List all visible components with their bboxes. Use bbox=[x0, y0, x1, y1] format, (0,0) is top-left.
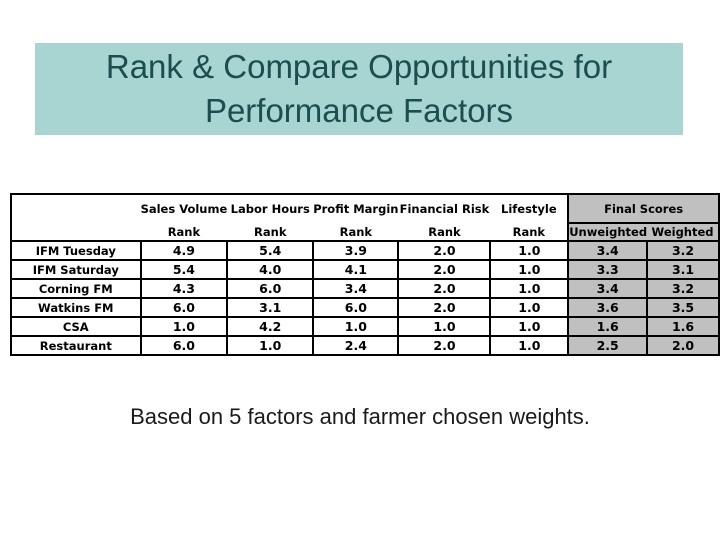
table-row: Watkins FM 6.0 3.1 6.0 2.0 1.0 3.6 3.5 bbox=[10, 297, 720, 318]
row-label: CSA bbox=[10, 316, 142, 337]
factor-header-cell: Lifestyle bbox=[501, 202, 557, 216]
rank-cell: 2.0 bbox=[397, 278, 492, 299]
weighted-score-cell: 3.1 bbox=[646, 259, 720, 280]
rank-cell: 1.0 bbox=[489, 240, 570, 261]
rank-cell: 5.4 bbox=[226, 240, 315, 261]
title-line-1: Rank & Compare Opportunities for bbox=[105, 48, 613, 85]
rank-header-cell: Rank bbox=[428, 224, 461, 239]
rank-cell: 6.0 bbox=[139, 335, 229, 356]
rank-cell: 2.4 bbox=[312, 335, 400, 356]
rank-cell: 3.1 bbox=[226, 297, 315, 318]
weighted-score-cell: 3.2 bbox=[646, 240, 720, 261]
row-label: Restaurant bbox=[10, 335, 142, 356]
rank-cell: 1.0 bbox=[226, 335, 315, 356]
rank-cell: 6.0 bbox=[226, 278, 315, 299]
table-row: IFM Tuesday 4.9 5.4 3.9 2.0 1.0 3.4 3.2 bbox=[10, 240, 720, 261]
unweighted-header-cell: Unweighted bbox=[567, 223, 648, 241]
rank-cell: 2.0 bbox=[397, 297, 492, 318]
row-label: IFM Saturday bbox=[10, 259, 142, 280]
table-row: CSA 1.0 4.2 1.0 1.0 1.0 1.6 1.6 bbox=[10, 316, 720, 337]
slide-title: Rank & Compare Opportunities for Perform… bbox=[35, 43, 683, 135]
rank-cell: 2.0 bbox=[397, 259, 492, 280]
row-label: Watkins FM bbox=[10, 297, 142, 318]
rank-cell: 1.0 bbox=[489, 259, 570, 280]
rank-cell: 1.0 bbox=[312, 316, 400, 337]
title-line-2: Performance Factors bbox=[204, 92, 514, 129]
weighted-score-cell: 3.5 bbox=[646, 297, 720, 318]
rank-cell: 2.0 bbox=[397, 335, 492, 356]
weighted-header-cell: Weighted bbox=[647, 223, 719, 241]
rank-cell: 1.0 bbox=[489, 278, 570, 299]
unweighted-score-cell: 3.3 bbox=[567, 259, 649, 280]
rank-table: Sales Volume Labor Hours Profit Margin F… bbox=[10, 193, 720, 356]
unweighted-score-cell: 3.4 bbox=[567, 240, 649, 261]
factor-header-cell: Profit Margin bbox=[313, 202, 399, 216]
rank-header-cell: Rank bbox=[339, 224, 373, 239]
rank-cell: 1.0 bbox=[489, 297, 570, 318]
table-row: IFM Saturday 5.4 4.0 4.1 2.0 1.0 3.3 3.1 bbox=[10, 259, 720, 280]
rank-header-row: Rank Rank Rank Rank Rank Unweighted Weig… bbox=[11, 223, 719, 241]
weighted-score-cell: 1.6 bbox=[646, 316, 720, 337]
unweighted-score-cell: 2.5 bbox=[567, 335, 649, 356]
factor-header-cell: Financial Risk bbox=[399, 202, 490, 216]
corner-cell bbox=[11, 223, 141, 241]
unweighted-score-cell: 1.6 bbox=[567, 316, 649, 337]
rank-cell: 2.0 bbox=[397, 240, 492, 261]
weighted-score-cell: 3.2 bbox=[646, 278, 720, 299]
unweighted-score-cell: 3.4 bbox=[567, 278, 649, 299]
rank-cell: 4.2 bbox=[226, 316, 315, 337]
rank-cell: 1.0 bbox=[139, 316, 229, 337]
rank-cell: 1.0 bbox=[489, 335, 570, 356]
row-label: Corning FM bbox=[10, 278, 142, 299]
rank-cell: 1.0 bbox=[489, 316, 570, 337]
rank-cell: 1.0 bbox=[397, 316, 492, 337]
rank-header-cell: Rank bbox=[167, 224, 201, 239]
rank-cell: 6.0 bbox=[312, 297, 400, 318]
factor-header-cell: Labor Hours bbox=[230, 202, 310, 216]
unweighted-score-cell: 3.6 bbox=[567, 297, 649, 318]
rank-cell: 4.9 bbox=[139, 240, 229, 261]
corner-cell bbox=[11, 194, 141, 223]
rank-cell: 6.0 bbox=[139, 297, 229, 318]
row-label: IFM Tuesday bbox=[10, 240, 142, 261]
table-row: Restaurant 6.0 1.0 2.4 2.0 1.0 2.5 2.0 bbox=[10, 335, 720, 356]
factor-header-cell: Sales Volume bbox=[140, 202, 228, 216]
rank-cell: 4.3 bbox=[139, 278, 229, 299]
weighted-score-cell: 2.0 bbox=[646, 335, 720, 356]
factor-header-row: Sales Volume Labor Hours Profit Margin F… bbox=[11, 194, 719, 224]
rank-cell: 3.9 bbox=[312, 240, 400, 261]
final-scores-header-cell: Final Scores bbox=[567, 194, 719, 224]
rank-cell: 4.1 bbox=[312, 259, 400, 280]
table-row: Corning FM 4.3 6.0 3.4 2.0 1.0 3.4 3.2 bbox=[10, 278, 720, 299]
rank-header-cell: Rank bbox=[512, 224, 546, 239]
rank-header-cell: Rank bbox=[254, 224, 287, 239]
rank-cell: 5.4 bbox=[139, 259, 229, 280]
rank-cell: 3.4 bbox=[312, 278, 400, 299]
rank-cell: 4.0 bbox=[226, 259, 315, 280]
caption: Based on 5 factors and farmer chosen wei… bbox=[130, 404, 590, 429]
